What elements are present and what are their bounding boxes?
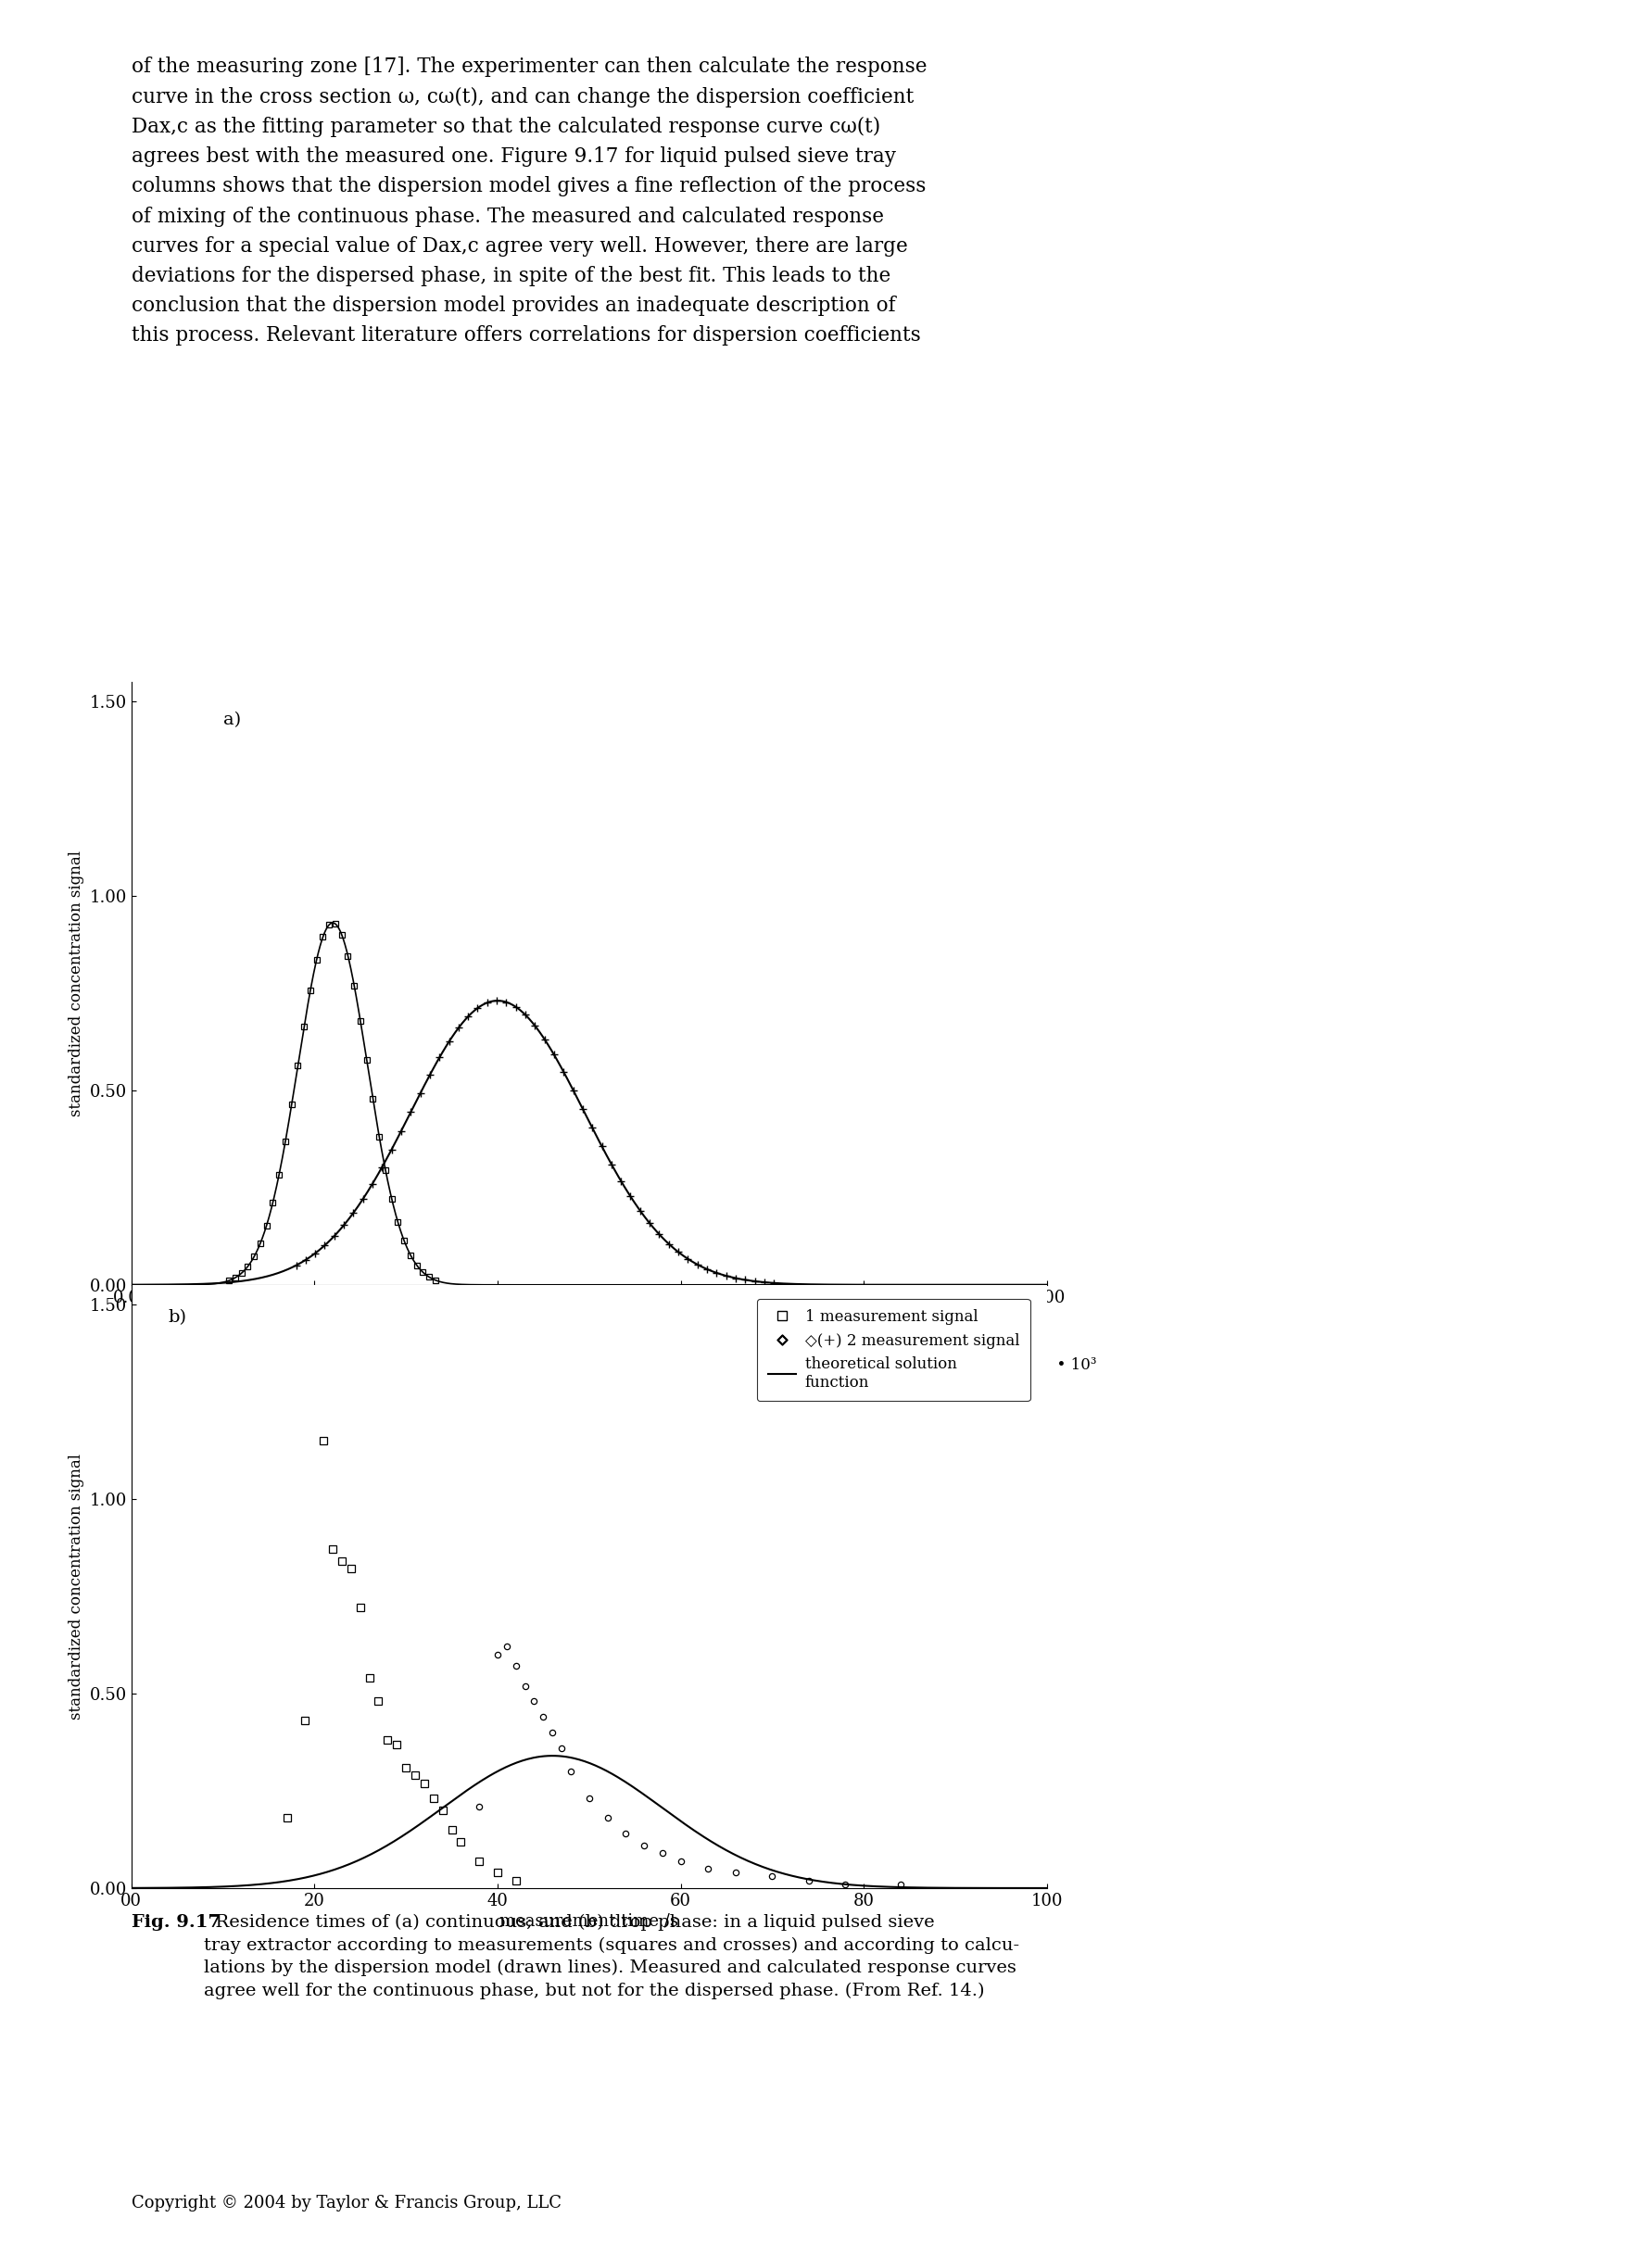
Text: b): b): [167, 1309, 187, 1325]
X-axis label: measurment time /s: measurment time /s: [505, 1311, 673, 1327]
Text: Residence times of (a) continuous; and (b) drop phase: in a liquid pulsed sieve
: Residence times of (a) continuous; and (…: [203, 1914, 1019, 2000]
Y-axis label: standardized concentration signal: standardized concentration signal: [69, 1454, 84, 1719]
Y-axis label: standardized concentration signal: standardized concentration signal: [69, 850, 84, 1116]
Text: • 10³: • 10³: [1047, 1356, 1096, 1372]
Text: Fig. 9.17: Fig. 9.17: [131, 1914, 220, 1930]
Text: Copyright © 2004 by Taylor & Francis Group, LLC: Copyright © 2004 by Taylor & Francis Gro…: [131, 2195, 561, 2211]
Text: of the measuring zone [17]. The experimenter can then calculate the response
cur: of the measuring zone [17]. The experime…: [131, 57, 927, 345]
Text: a): a): [223, 712, 241, 728]
X-axis label: measurement time /s: measurement time /s: [501, 1914, 678, 1930]
Legend: 1 measurement signal, ◇(+) 2 measurement signal, theoretical solution
function: 1 measurement signal, ◇(+) 2 measurement…: [757, 1300, 1031, 1402]
